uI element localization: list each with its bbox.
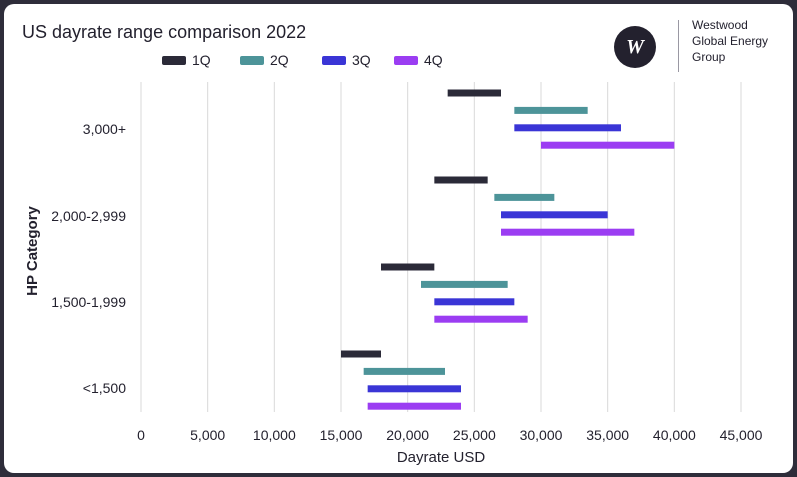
x-tick-label: 40,000 xyxy=(653,427,696,443)
y-category-label: <1,500 xyxy=(83,380,126,396)
x-tick-label: 10,000 xyxy=(253,427,296,443)
y-category-label: 2,000-2,999 xyxy=(51,208,126,224)
westwood-logo-icon: W xyxy=(614,26,656,68)
range-bar xyxy=(434,315,528,323)
range-bar xyxy=(541,141,675,149)
range-bar xyxy=(447,89,501,97)
westwood-brand: W Westwood Global Energy Group xyxy=(610,18,785,74)
range-bar xyxy=(501,211,608,219)
range-bar xyxy=(367,402,461,410)
chart-title: US dayrate range comparison 2022 xyxy=(22,22,307,42)
x-tick-label: 45,000 xyxy=(720,427,763,443)
legend-swatch-2q xyxy=(240,55,264,65)
legend-item-1q: 1Q xyxy=(162,50,211,70)
range-bar xyxy=(363,367,445,375)
legend-swatch-4q xyxy=(394,55,418,65)
legend-label-4q: 4Q xyxy=(424,52,443,68)
legend-label-3q: 3Q xyxy=(352,52,371,68)
chart-card: US dayrate range comparison 2022 1Q 2Q 3… xyxy=(4,4,793,473)
x-tick-label: 15,000 xyxy=(320,427,363,443)
brand-divider xyxy=(678,20,679,72)
range-bar xyxy=(434,176,488,184)
y-category-label: 3,000+ xyxy=(83,121,126,137)
legend-swatch-3q xyxy=(322,55,346,65)
legend-item-2q: 2Q xyxy=(240,50,289,70)
range-bar xyxy=(501,228,635,236)
x-tick-label: 35,000 xyxy=(586,427,629,443)
legend-item-3q: 3Q xyxy=(322,50,371,70)
x-axis-title: Dayrate USD xyxy=(397,449,486,466)
x-tick-label: 5,000 xyxy=(190,427,225,443)
range-bar xyxy=(494,193,555,201)
logo-letter: W xyxy=(626,35,644,58)
legend-swatch-1q xyxy=(162,55,186,65)
x-tick-label: 25,000 xyxy=(453,427,496,443)
range-bar xyxy=(514,124,621,132)
x-tick-label: 30,000 xyxy=(520,427,563,443)
brand-name-line-1: Westwood xyxy=(692,18,748,32)
legend-item-4q: 4Q xyxy=(394,50,443,70)
range-bar xyxy=(367,385,461,393)
range-bar xyxy=(421,280,508,288)
range-bar xyxy=(381,263,435,271)
brand-name-line-3: Group xyxy=(692,50,726,64)
x-tick-label: 20,000 xyxy=(386,427,429,443)
range-bar xyxy=(341,350,381,358)
range-bar xyxy=(514,106,588,114)
range-bar xyxy=(434,298,515,306)
y-category-label: 1,500-1,999 xyxy=(51,294,126,310)
y-axis-title: HP Category xyxy=(24,205,41,295)
legend-label-2q: 2Q xyxy=(270,52,289,68)
brand-name-line-2: Global Energy xyxy=(692,34,769,48)
legend-label-1q: 1Q xyxy=(192,52,211,68)
x-tick-label: 0 xyxy=(137,427,145,443)
